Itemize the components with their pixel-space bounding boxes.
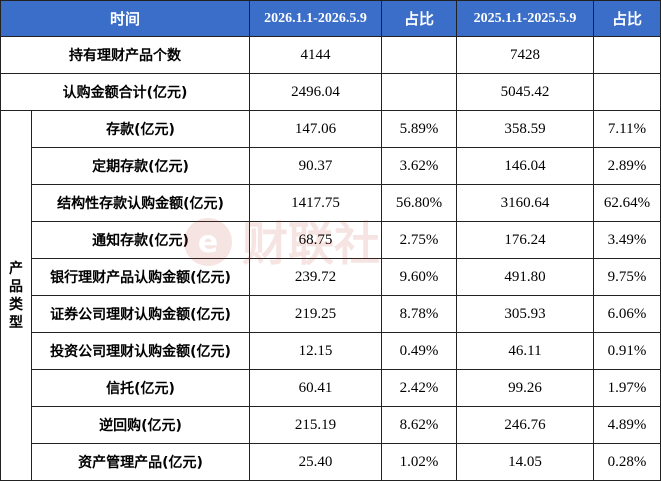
row-label: 存款(亿元)	[30, 110, 251, 148]
header-share-2025: 占比	[593, 0, 661, 37]
row-label: 资产管理产品(亿元)	[30, 443, 251, 481]
header-share-2026: 占比	[381, 0, 458, 37]
value-2025: 46.11	[456, 332, 595, 370]
value-2025: 305.93	[456, 295, 595, 333]
value-2025: 99.26	[456, 369, 595, 407]
row-label: 通知存款(亿元)	[30, 221, 251, 259]
group-char: 类	[9, 296, 23, 313]
value-2026: 25.40	[249, 443, 383, 481]
group-char: 品	[9, 278, 23, 295]
value-2026: 60.41	[249, 369, 383, 407]
table-row: 资产管理产品(亿元) 25.40 1.02% 14.05 0.28%	[1, 443, 661, 481]
value-2025: 7428	[456, 36, 595, 74]
share-2026: 8.78%	[381, 295, 458, 333]
share-2026: 0.49%	[381, 332, 458, 370]
share-2025: 3.49%	[593, 221, 661, 259]
header-time: 时间	[0, 0, 251, 37]
value-2026: 12.15	[249, 332, 383, 370]
value-2026: 2496.04	[249, 73, 383, 111]
share-2026: 5.89%	[381, 110, 458, 148]
share-2025: 7.11%	[593, 110, 661, 148]
value-2025: 3160.64	[456, 184, 595, 222]
value-2025: 5045.42	[456, 73, 595, 111]
share-2026: 8.62%	[381, 406, 458, 444]
share-2026: 2.42%	[381, 369, 458, 407]
table-row: 证券公司理财认购金额(亿元) 219.25 8.78% 305.93 6.06%	[1, 295, 661, 333]
share-2025: 2.89%	[593, 147, 661, 185]
empty-cell	[381, 36, 458, 74]
table-row: 结构性存款认购金额(亿元) 1417.75 56.80% 3160.64 62.…	[1, 184, 661, 222]
share-2025: 0.28%	[593, 443, 661, 481]
header-period-2025: 2025.1.1-2025.5.9	[456, 0, 595, 37]
value-2026: 68.75	[249, 221, 383, 259]
empty-cell	[381, 73, 458, 111]
share-2026: 56.80%	[381, 184, 458, 222]
product-type-group-label: 产 品 类 型	[0, 110, 32, 481]
table-row: 逆回购(亿元) 215.19 8.62% 246.76 4.89%	[1, 406, 661, 444]
empty-cell	[593, 36, 661, 74]
table-row: 定期存款(亿元) 90.37 3.62% 146.04 2.89%	[1, 147, 661, 185]
group-char: 产	[9, 260, 23, 277]
share-2025: 62.64%	[593, 184, 661, 222]
value-2025: 176.24	[456, 221, 595, 259]
header-row: 时间 2026.1.1-2026.5.9 占比 2025.1.1-2025.5.…	[0, 0, 661, 37]
group-char: 型	[9, 314, 23, 331]
table-row: 信托(亿元) 60.41 2.42% 99.26 1.97%	[1, 369, 661, 407]
row-label: 结构性存款认购金额(亿元)	[30, 184, 251, 222]
value-2025: 358.59	[456, 110, 595, 148]
value-2025: 14.05	[456, 443, 595, 481]
header-period-2026: 2026.1.1-2026.5.9	[249, 0, 383, 37]
value-2026: 4144	[249, 36, 383, 74]
share-2026: 3.62%	[381, 147, 458, 185]
share-2026: 9.60%	[381, 258, 458, 296]
row-label: 信托(亿元)	[30, 369, 251, 407]
value-2026: 215.19	[249, 406, 383, 444]
share-2025: 1.97%	[593, 369, 661, 407]
row-label: 投资公司理财认购金额(亿元)	[30, 332, 251, 370]
empty-cell	[593, 73, 661, 111]
value-2026: 219.25	[249, 295, 383, 333]
row-label: 逆回购(亿元)	[30, 406, 251, 444]
share-2025: 6.06%	[593, 295, 661, 333]
row-label: 认购金额合计(亿元)	[0, 73, 251, 111]
share-2025: 4.89%	[593, 406, 661, 444]
value-2026: 239.72	[249, 258, 383, 296]
value-2025: 491.80	[456, 258, 595, 296]
table-row: 投资公司理财认购金额(亿元) 12.15 0.49% 46.11 0.91%	[1, 332, 661, 370]
value-2025: 146.04	[456, 147, 595, 185]
row-label: 定期存款(亿元)	[30, 147, 251, 185]
table-row: 通知存款(亿元) 68.75 2.75% 176.24 3.49%	[1, 221, 661, 259]
share-2026: 1.02%	[381, 443, 458, 481]
value-2026: 147.06	[249, 110, 383, 148]
summary-row: 持有理财产品个数 4144 7428	[0, 36, 661, 74]
share-2025: 9.75%	[593, 258, 661, 296]
value-2026: 1417.75	[249, 184, 383, 222]
row-label: 证券公司理财认购金额(亿元)	[30, 295, 251, 333]
table-row: 银行理财产品认购金额(亿元) 239.72 9.60% 491.80 9.75%	[1, 258, 661, 296]
share-2025: 0.91%	[593, 332, 661, 370]
row-label: 持有理财产品个数	[0, 36, 251, 74]
summary-row: 认购金额合计(亿元) 2496.04 5045.42	[0, 73, 661, 111]
share-2026: 2.75%	[381, 221, 458, 259]
row-label: 银行理财产品认购金额(亿元)	[30, 258, 251, 296]
value-2026: 90.37	[249, 147, 383, 185]
value-2025: 246.76	[456, 406, 595, 444]
table-row: 产 品 类 型 存款(亿元) 147.06 5.89% 358.59 7.11%	[0, 110, 661, 481]
